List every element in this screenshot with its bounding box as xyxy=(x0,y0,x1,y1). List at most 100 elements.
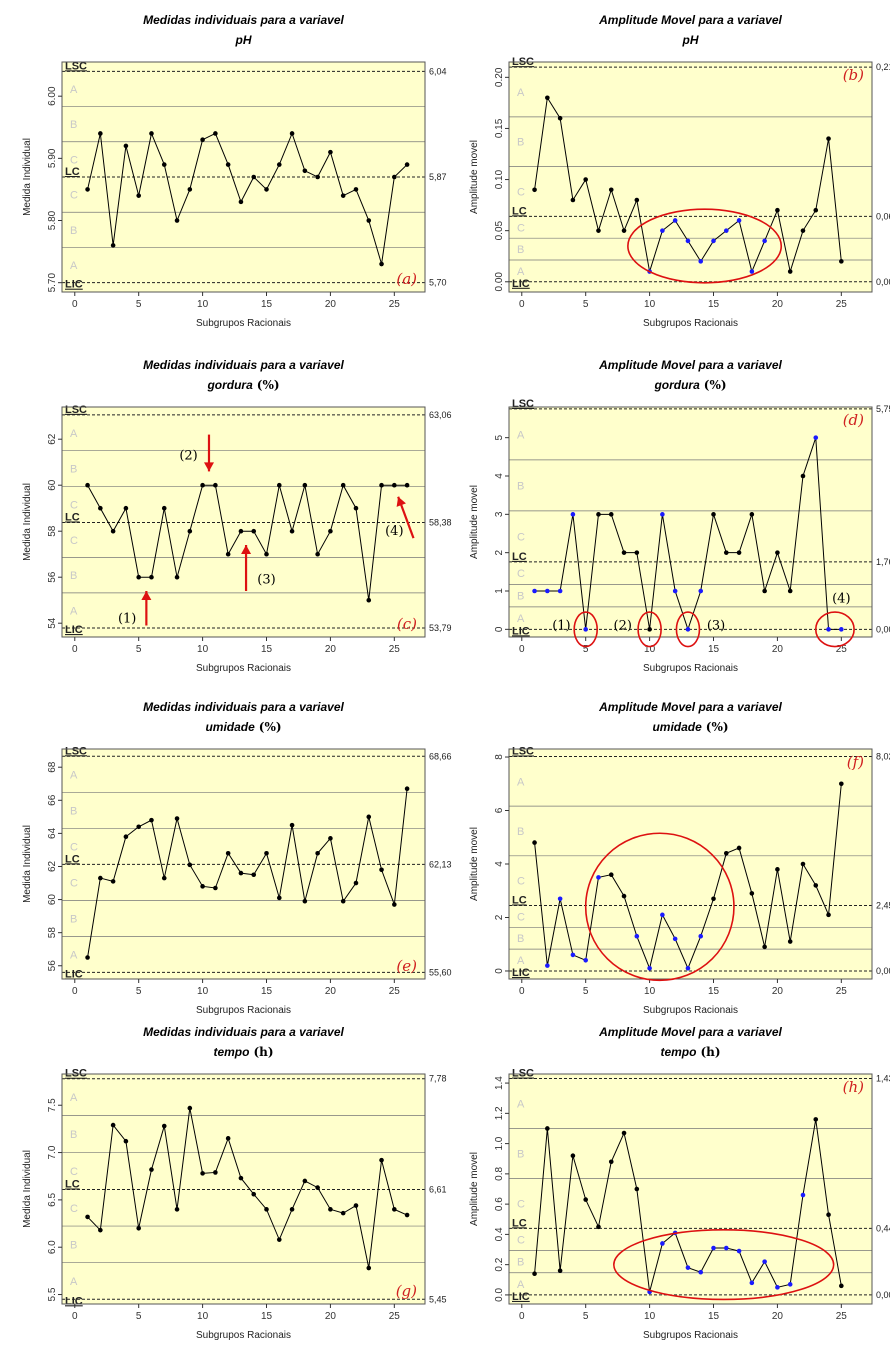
data-point xyxy=(660,228,665,233)
chart-panel-a: Medidas individuais para a variavel pH A B C… xyxy=(8,10,447,330)
zone-label: B xyxy=(70,464,77,476)
chart-svg-c: Medidas individuais para a variavel gordu… xyxy=(22,358,452,674)
plot-border xyxy=(61,406,426,638)
data-point xyxy=(123,143,129,149)
data-point xyxy=(302,168,308,174)
data-point xyxy=(404,482,410,488)
data-point xyxy=(583,177,588,182)
y-tick-label: 66 xyxy=(47,794,58,806)
data-point xyxy=(328,836,333,841)
limit-value-lc: 6,61 xyxy=(429,1184,447,1194)
x-axis-label: Subgrupos Racionais xyxy=(196,1330,291,1341)
y-axis-label: Medida Individual xyxy=(22,1150,33,1228)
data-point xyxy=(583,1197,588,1202)
data-point xyxy=(392,902,397,907)
x-tick-label: 20 xyxy=(325,644,337,655)
data-point xyxy=(264,187,269,192)
data-point xyxy=(251,872,257,878)
data-point xyxy=(136,574,141,580)
chart-subtitle: pH xyxy=(235,33,252,47)
plot-border xyxy=(61,748,426,980)
data-point xyxy=(110,1122,116,1128)
panel-letter: (f) xyxy=(847,753,864,771)
y-tick-label: 62 xyxy=(47,860,58,872)
y-tick-label: 5 xyxy=(494,434,505,440)
data-point xyxy=(174,574,180,580)
chart-title: Amplitude Movel para a variavel xyxy=(598,358,782,372)
limit-label-lc: LC xyxy=(512,894,527,906)
data-point xyxy=(340,482,346,488)
x-tick-label: 25 xyxy=(836,644,848,655)
zone-label: C xyxy=(70,535,78,547)
data-point xyxy=(685,238,691,244)
limit-value-lc: 62,13 xyxy=(429,859,452,869)
zone-label: B xyxy=(70,1129,77,1141)
chart-title: Medidas individuais para a variavel xyxy=(143,358,344,372)
zone-label: C xyxy=(70,500,78,512)
zone-label: C xyxy=(70,841,78,853)
zone-label: A xyxy=(70,84,78,96)
data-point xyxy=(379,867,384,873)
highlight-ellipse xyxy=(584,832,735,982)
data-point xyxy=(110,243,116,248)
plot-background xyxy=(509,749,872,979)
data-point xyxy=(315,551,320,557)
zone-label: B xyxy=(517,1257,524,1269)
zone-label: B xyxy=(70,225,77,237)
data-point xyxy=(276,162,282,167)
annotation-label: (3) xyxy=(707,619,725,634)
data-point xyxy=(149,1167,154,1172)
zone-label: B xyxy=(70,119,77,131)
data-point xyxy=(366,218,372,223)
data-point xyxy=(404,1212,410,1218)
data-point xyxy=(557,1268,563,1274)
data-point xyxy=(366,1265,372,1271)
zone-label: A xyxy=(517,429,525,441)
y-axis-label: Medida Individual xyxy=(22,138,33,216)
data-point xyxy=(762,944,767,950)
data-point xyxy=(353,505,359,511)
data-point xyxy=(200,884,205,889)
zone-label: C xyxy=(70,1203,78,1215)
zone-label: B xyxy=(517,591,524,603)
data-point xyxy=(762,238,767,244)
zone-label: C xyxy=(70,190,78,202)
data-point xyxy=(775,550,780,555)
limit-label-lsc: LSC xyxy=(65,60,87,72)
data-point xyxy=(251,1191,257,1197)
data-point xyxy=(545,1126,550,1131)
chart-svg-b: Amplitude Movel para a variavelpHABCCBAL… xyxy=(469,13,890,329)
zone-label: B xyxy=(70,570,77,582)
data-point xyxy=(225,162,231,167)
chart-subtitle: tempo (h) xyxy=(660,1045,720,1059)
data-point xyxy=(187,528,193,534)
zone-label: A xyxy=(517,776,525,788)
data-point xyxy=(238,1175,244,1181)
chart-svg-a: Medidas individuais para a variavel pH A B C… xyxy=(22,13,447,329)
limit-label-lic: LIC xyxy=(65,968,83,980)
zone-label: C xyxy=(70,877,78,889)
zone-label: B xyxy=(517,826,524,838)
data-point xyxy=(289,131,295,136)
data-point xyxy=(98,131,103,136)
data-point xyxy=(136,193,141,198)
data-point xyxy=(532,588,537,594)
data-point xyxy=(749,512,755,517)
zone-label: C xyxy=(517,876,525,888)
zone-label: A xyxy=(517,266,525,278)
chart-svg-f: Amplitude Movel para a variavel umidade (%… xyxy=(469,700,890,1016)
limit-value-lic: 5,45 xyxy=(429,1294,447,1304)
annotation-label: (2) xyxy=(179,448,197,463)
data-point xyxy=(200,482,205,488)
data-point xyxy=(787,588,793,594)
data-point xyxy=(711,896,716,902)
data-point xyxy=(800,473,806,479)
data-point xyxy=(123,505,129,511)
plot-border xyxy=(61,61,426,293)
data-point xyxy=(187,187,193,192)
chart-subtitle: tempo (h) xyxy=(213,1045,273,1059)
data-point xyxy=(762,1259,767,1264)
plot-border xyxy=(508,406,873,638)
y-tick-label: 0.05 xyxy=(494,220,505,240)
y-tick-label: 60 xyxy=(47,479,58,491)
